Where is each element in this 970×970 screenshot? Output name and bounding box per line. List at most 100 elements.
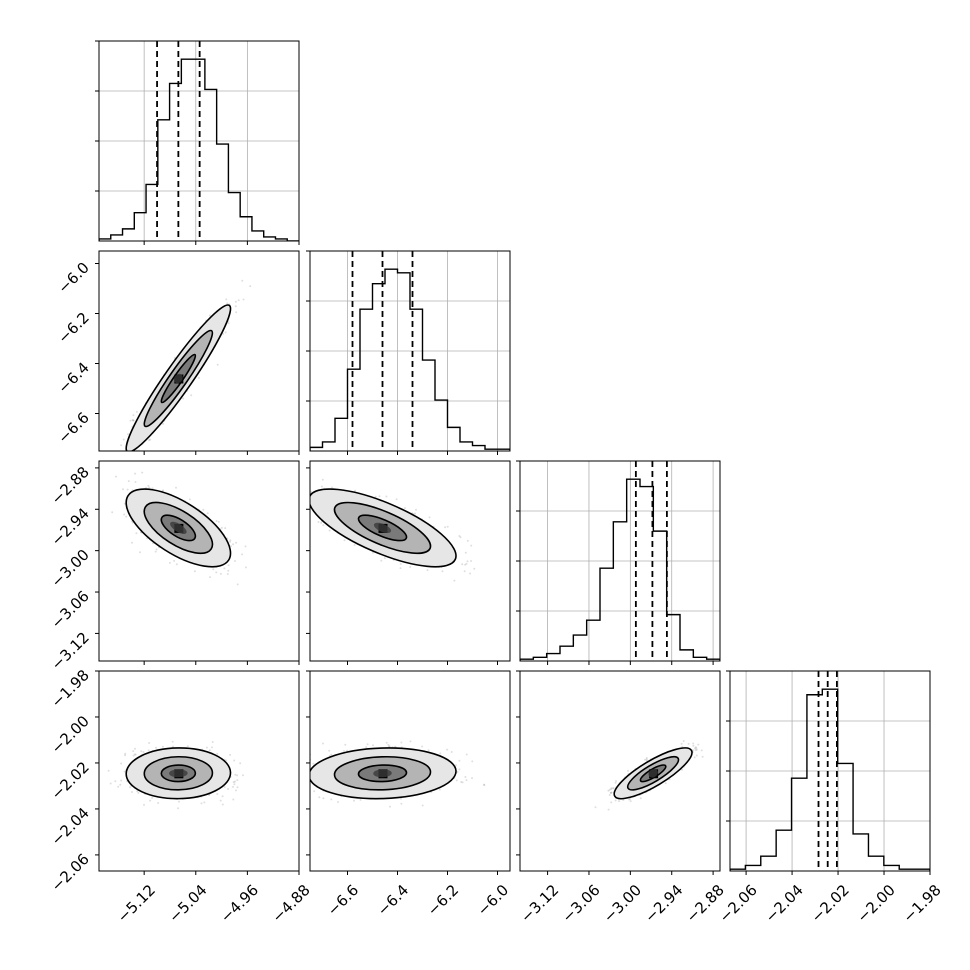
panel-frame xyxy=(98,460,300,662)
scatter-point xyxy=(223,567,226,570)
scatter-point xyxy=(320,485,323,488)
scatter-point xyxy=(241,553,244,556)
scatter-point xyxy=(111,511,114,514)
scatter-point xyxy=(235,541,237,544)
scatter-point xyxy=(129,419,132,422)
density-core xyxy=(174,373,183,384)
panel-0-0 xyxy=(95,40,300,245)
y-tick-label: −6.4 xyxy=(54,359,92,397)
histogram-step xyxy=(99,58,299,241)
scatter-point xyxy=(301,510,303,512)
scatter-point xyxy=(121,458,123,460)
scatter-point xyxy=(168,561,171,564)
scatter-point xyxy=(229,539,232,542)
scatter-point xyxy=(120,779,123,782)
scatter-point xyxy=(242,774,244,777)
scatter-point xyxy=(121,459,123,461)
scatter-point xyxy=(234,305,237,308)
scatter-point xyxy=(216,363,219,366)
scatter-point xyxy=(173,559,176,562)
scatter-point xyxy=(244,545,247,548)
scatter-point xyxy=(123,513,126,516)
scatter-point xyxy=(182,397,185,400)
x-tick-label: −2.04 xyxy=(762,881,807,926)
scatter-point xyxy=(133,753,136,756)
panels: −2.06 −2.04 −2.02 −2.00 −1.98−6.6−6.4−6.2−6.… xyxy=(48,40,945,926)
density-core xyxy=(170,521,187,535)
scatter-point xyxy=(374,495,377,498)
scatter-point xyxy=(120,444,123,447)
scatter-point xyxy=(141,471,144,474)
scatter-point xyxy=(132,419,135,422)
scatter-point xyxy=(469,572,472,575)
density-core xyxy=(373,522,392,534)
scatter-point xyxy=(217,520,220,523)
scatter-point xyxy=(465,562,468,565)
scatter-point xyxy=(132,419,135,422)
scatter-point xyxy=(197,376,200,379)
scatter-point xyxy=(466,560,469,563)
scatter-point xyxy=(125,515,128,518)
scatter-point xyxy=(343,539,346,542)
panel-3-0: −2.06−2.04−2.02−2.00−1.98−5.12 −5.04 −4.96… xyxy=(48,666,314,926)
x-tick-label: −2.06 xyxy=(716,881,761,926)
scatter-point xyxy=(464,563,467,566)
scatter-point xyxy=(353,544,356,546)
scatter-point xyxy=(395,498,398,501)
x-tick-label: −1.98 xyxy=(900,881,945,926)
scatter-point xyxy=(106,488,108,490)
scatter-point xyxy=(224,527,227,530)
histogram-step xyxy=(520,478,720,661)
panel-frame xyxy=(519,460,721,662)
scatter-point xyxy=(211,746,213,749)
scatter-point xyxy=(426,569,429,572)
panel-frame xyxy=(98,40,300,242)
scatter-point xyxy=(331,486,333,489)
scatter-point xyxy=(148,486,151,489)
x-tick-label: −2.00 xyxy=(854,881,899,926)
scatter-point xyxy=(461,563,464,566)
scatter-point xyxy=(126,488,129,491)
scatter-point xyxy=(354,489,356,492)
scatter-point xyxy=(458,535,461,537)
panel-plot-area xyxy=(730,671,930,871)
scatter-point xyxy=(453,579,456,582)
scatter-point xyxy=(241,279,244,282)
scatter-point xyxy=(149,438,152,441)
scatter-point xyxy=(172,745,174,748)
scatter-point xyxy=(470,544,473,547)
panel-plot-area xyxy=(111,471,247,586)
scatter-point xyxy=(399,562,402,565)
y-tick-label: −6.0 xyxy=(54,259,92,297)
panel-1-0: −6.6 −6.4 −6.2 −6.0 xyxy=(54,250,300,490)
y-tick-label: −6.6 xyxy=(54,409,92,447)
scatter-point xyxy=(118,463,120,465)
scatter-point xyxy=(385,495,388,498)
scatter-point xyxy=(292,516,294,518)
panel-1-1 xyxy=(306,250,511,455)
scatter-point xyxy=(235,789,237,792)
scatter-point xyxy=(123,770,126,773)
scatter-point xyxy=(317,521,320,523)
scatter-point xyxy=(175,563,178,566)
scatter-point xyxy=(378,495,381,498)
scatter-point xyxy=(139,551,141,554)
scatter-point xyxy=(444,526,447,529)
scatter-point xyxy=(380,559,383,562)
scatter-point xyxy=(219,572,222,575)
scatter-point xyxy=(135,532,138,535)
y-tick-label: −3.00 xyxy=(48,546,93,591)
scatter-point xyxy=(147,484,150,487)
scatter-point xyxy=(193,570,196,573)
y-tick-label: −6.2 xyxy=(54,309,92,347)
scatter-point xyxy=(464,551,467,554)
y-tick-label: −3.12 xyxy=(48,629,93,674)
scatter-point xyxy=(459,536,462,539)
scatter-point xyxy=(237,299,240,302)
y-tick-label: −2.88 xyxy=(48,463,93,508)
scatter-point xyxy=(225,298,228,301)
panel-plot-area xyxy=(520,461,720,661)
scatter-point xyxy=(235,311,238,314)
panel-2-2 xyxy=(516,460,721,665)
panel-plot-area xyxy=(310,251,510,451)
